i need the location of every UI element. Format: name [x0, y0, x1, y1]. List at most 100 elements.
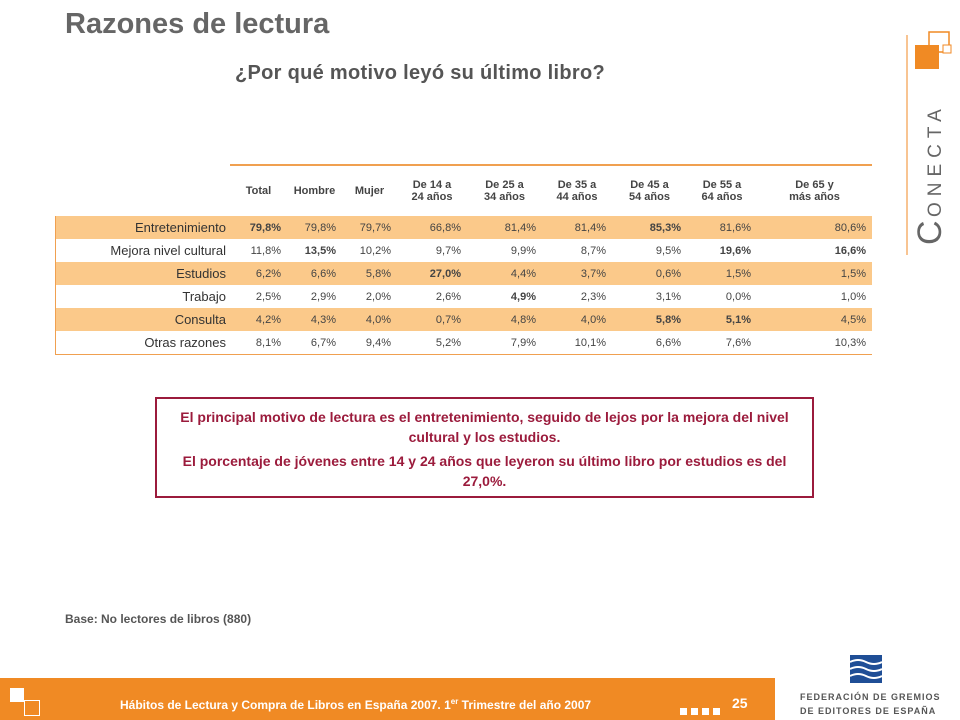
cell: 80,6% [757, 216, 872, 239]
column-header: De 55 a 64 años [687, 164, 757, 216]
cell: 10,3% [757, 331, 872, 355]
cell: 4,0% [542, 308, 612, 331]
title: Razones de lectura [65, 8, 330, 40]
row-label: Estudios [55, 262, 230, 285]
cell: 1,5% [757, 262, 872, 285]
cell: 2,6% [435, 290, 461, 303]
footer-square [24, 700, 40, 716]
cell: 9,4% [342, 331, 397, 355]
cell: 81,6% [687, 216, 757, 239]
row-label: Mejora nivel cultural [55, 239, 230, 262]
logo-square [928, 31, 950, 53]
cell: 81,4% [542, 216, 612, 239]
cell: 19,6% [719, 244, 751, 257]
cell: 79,8% [287, 216, 342, 239]
cell: 4,0% [342, 308, 397, 331]
cell: 2,0% [365, 290, 391, 303]
cell: 10,1% [542, 331, 612, 355]
base-note: Base: No lectores de libros (880) [65, 612, 252, 626]
footer-dot [702, 708, 709, 715]
federation-emblem [850, 655, 882, 683]
column-header: De 45 a 54 años [612, 164, 687, 216]
federation-line: FEDERACIÓN DE GREMIOS [800, 692, 941, 702]
cell: 1,5% [687, 262, 757, 285]
data-table: Total Hombre Mujer De 14 a 24 años De 25 a 3… [55, 164, 872, 355]
footer-text-end: Trimestre del año 2007 [458, 698, 592, 712]
cell: 2,3% [580, 290, 606, 303]
cell: 5,8% [612, 308, 687, 331]
row-label: Trabajo [55, 285, 230, 308]
cell: 5,8% [342, 262, 397, 285]
cell: 4,4% [467, 262, 542, 285]
cell: 9,5% [655, 244, 681, 257]
cell: 11,8% [250, 244, 281, 257]
column-header: De 14 a 24 años [397, 164, 467, 216]
cell: 66,8% [397, 216, 467, 239]
federation-name: FEDERACIÓN DE GREMIOS DE EDITORES DE ESPA… [800, 690, 941, 718]
table-row: Consulta 4,2% 4,3% 4,0% 0,7% 4,8% 4,0% 5,8% 5,1%… [55, 308, 872, 331]
cell: 6,6% [287, 262, 342, 285]
cell: 8,7% [580, 244, 606, 257]
cell: 6,6% [612, 331, 687, 355]
row-label: Entretenimiento [55, 216, 230, 239]
cell: 4,8% [467, 308, 542, 331]
header-blank [56, 165, 231, 216]
column-header: De 35 a 44 años [542, 164, 612, 216]
footer-sup: er [450, 697, 459, 706]
column-header: Total [230, 164, 287, 216]
cell: 79,8% [230, 216, 287, 239]
cell: 5,1% [687, 308, 757, 331]
footer-dot [680, 708, 687, 715]
callout-box: El principal motivo de lectura es el ent… [155, 397, 814, 498]
cell: 3,7% [542, 262, 612, 285]
cell: 13,5% [304, 244, 336, 257]
footer-bar [0, 678, 775, 720]
cell: 9,9% [510, 244, 536, 257]
footer-dot [691, 708, 698, 715]
row-label: Otras razones [55, 331, 230, 355]
footer-text: Hábitos de Lectura y Compra de Libros en… [120, 697, 591, 712]
table-row: Entretenimiento 79,8% 79,8% 79,7% 66,8% 81,4%… [55, 216, 872, 239]
cell: 9,7% [435, 244, 461, 257]
cell: 7,9% [467, 331, 542, 355]
cell: 2,5% [255, 290, 281, 303]
cell: 0,0% [725, 290, 751, 303]
table-row: Trabajo 2,5% 2,9% 2,0% 2,6% 4,9% 2,3% 3,1% 0,0% 1… [55, 285, 873, 308]
column-header: Mujer [342, 164, 397, 216]
federation-line: DE EDITORES DE ESPAÑA [800, 706, 937, 716]
table-row: Mejora nivel cultural 11,8% 13,5% 10,2% 9,7%… [55, 239, 873, 262]
table-row: Otras razones 8,1% 6,7% 9,4% 5,2% 7,9% 10,1% 6,… [55, 331, 872, 355]
cell: 3,1% [655, 290, 681, 303]
cell: 81,4% [467, 216, 542, 239]
logo-square [942, 44, 952, 54]
cell: 16,6% [834, 244, 866, 257]
conecta-logo: C ONECTA [906, 31, 952, 255]
footer-square [10, 688, 24, 702]
column-header: Hombre [287, 164, 342, 216]
cell: 27,0% [397, 262, 467, 285]
cell: 0,6% [612, 262, 687, 285]
cell: 4,3% [287, 308, 342, 331]
footer-text-start: Hábitos de Lectura y Compra de Libros en… [120, 698, 451, 712]
cell: 85,3% [612, 216, 687, 239]
column-header: De 25 a 34 años [467, 164, 542, 216]
page-number: 25 [732, 695, 748, 711]
cell: 8,1% [230, 331, 287, 355]
cell: 79,7% [342, 216, 397, 239]
callout-paragraph: El principal motivo de lectura es el ent… [180, 409, 789, 445]
logo-text: ONECTA [925, 103, 946, 217]
cell: 1,0% [840, 290, 866, 303]
cell: 6,2% [230, 262, 287, 285]
subtitle: ¿Por qué motivo leyó su último libro? [235, 62, 606, 84]
cell: 10,2% [359, 244, 391, 257]
logo-square [915, 45, 939, 69]
cell: 5,2% [397, 331, 467, 355]
cell: 4,9% [510, 290, 536, 303]
cell: 4,2% [230, 308, 287, 331]
footer-dot [713, 708, 720, 715]
cell: 6,7% [287, 331, 342, 355]
column-header: De 65 y más años [757, 164, 872, 216]
logo-initial: C [911, 220, 949, 245]
row-label: Consulta [55, 308, 230, 331]
